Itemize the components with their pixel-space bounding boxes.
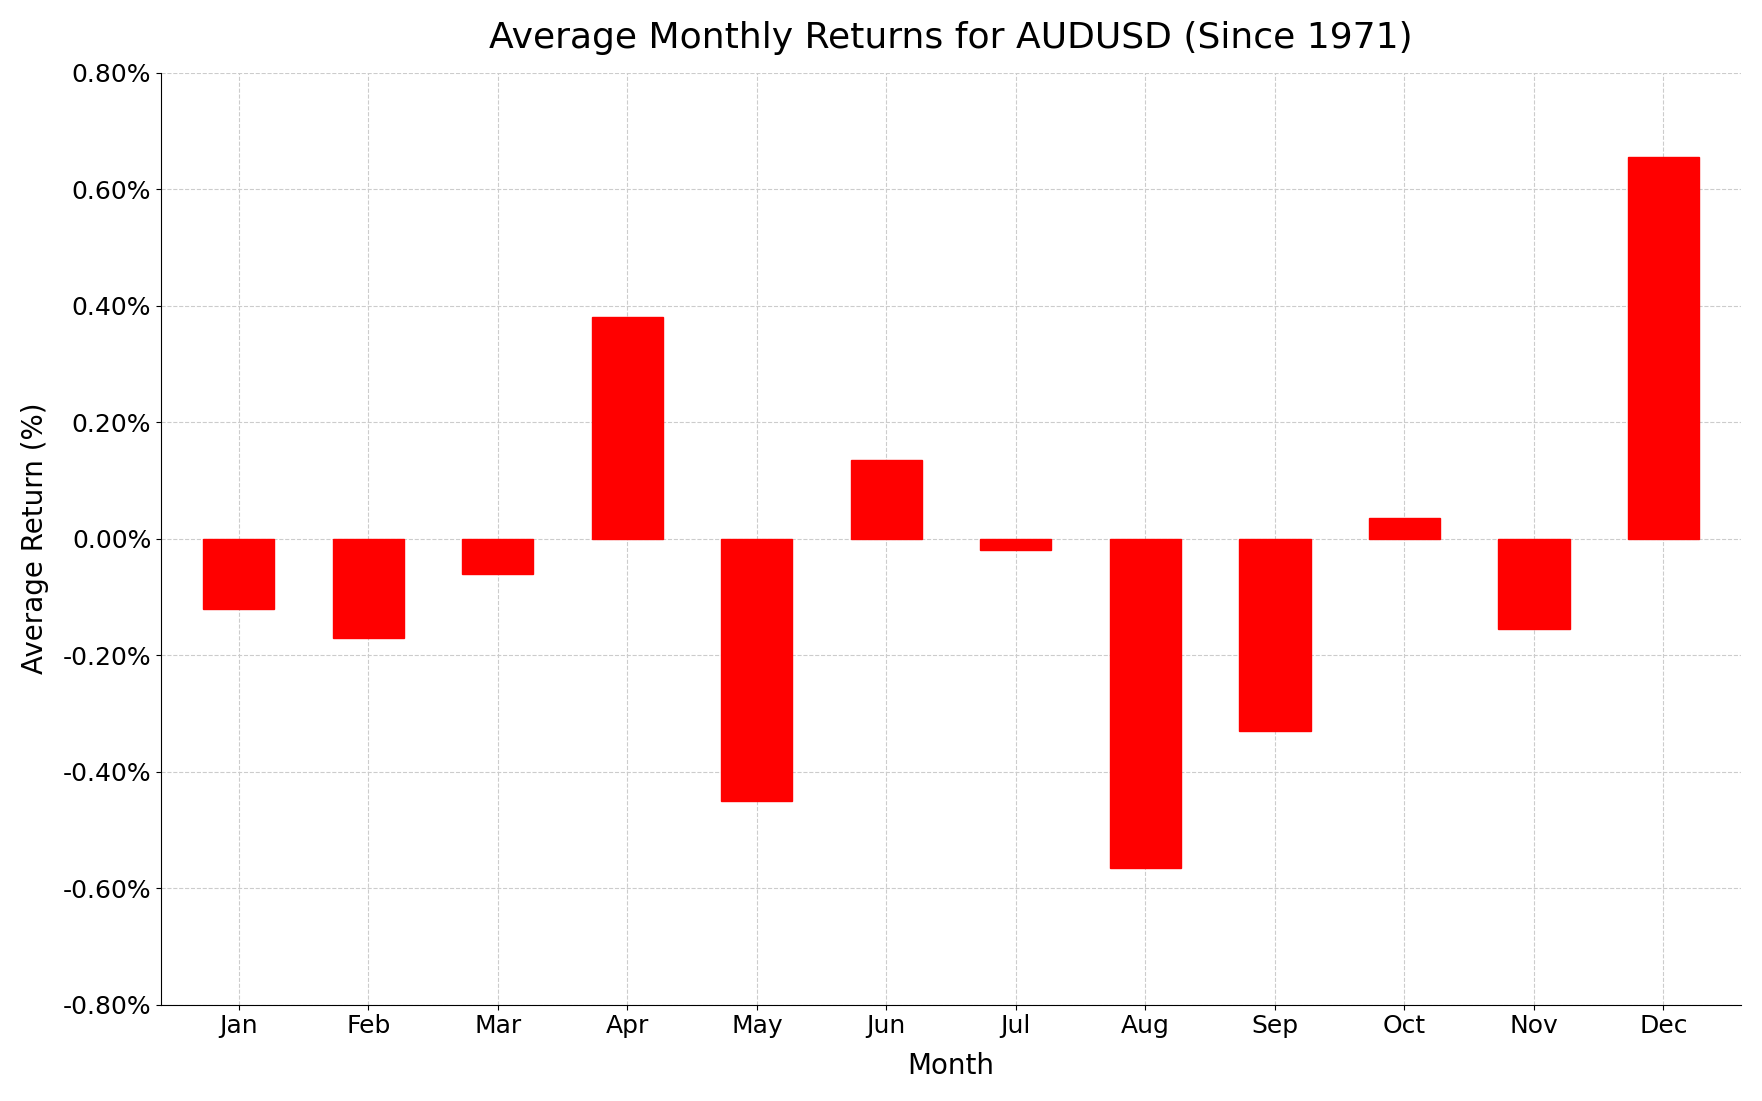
Bar (721, 538, 793, 800)
Bar (1369, 519, 1440, 538)
X-axis label: Month: Month (907, 1053, 994, 1080)
Bar (1628, 157, 1699, 538)
Bar (592, 317, 663, 538)
Bar (1239, 538, 1311, 731)
Title: Average Monthly Returns for AUDUSD (Since 1971): Average Monthly Returns for AUDUSD (Sinc… (490, 21, 1413, 55)
Y-axis label: Average Return (%): Average Return (%) (21, 403, 49, 675)
Bar (203, 538, 275, 609)
Bar (1110, 538, 1181, 868)
Bar (1498, 538, 1570, 629)
Bar (462, 538, 534, 574)
Bar (851, 460, 922, 538)
Bar (980, 538, 1052, 550)
Bar (333, 538, 403, 637)
